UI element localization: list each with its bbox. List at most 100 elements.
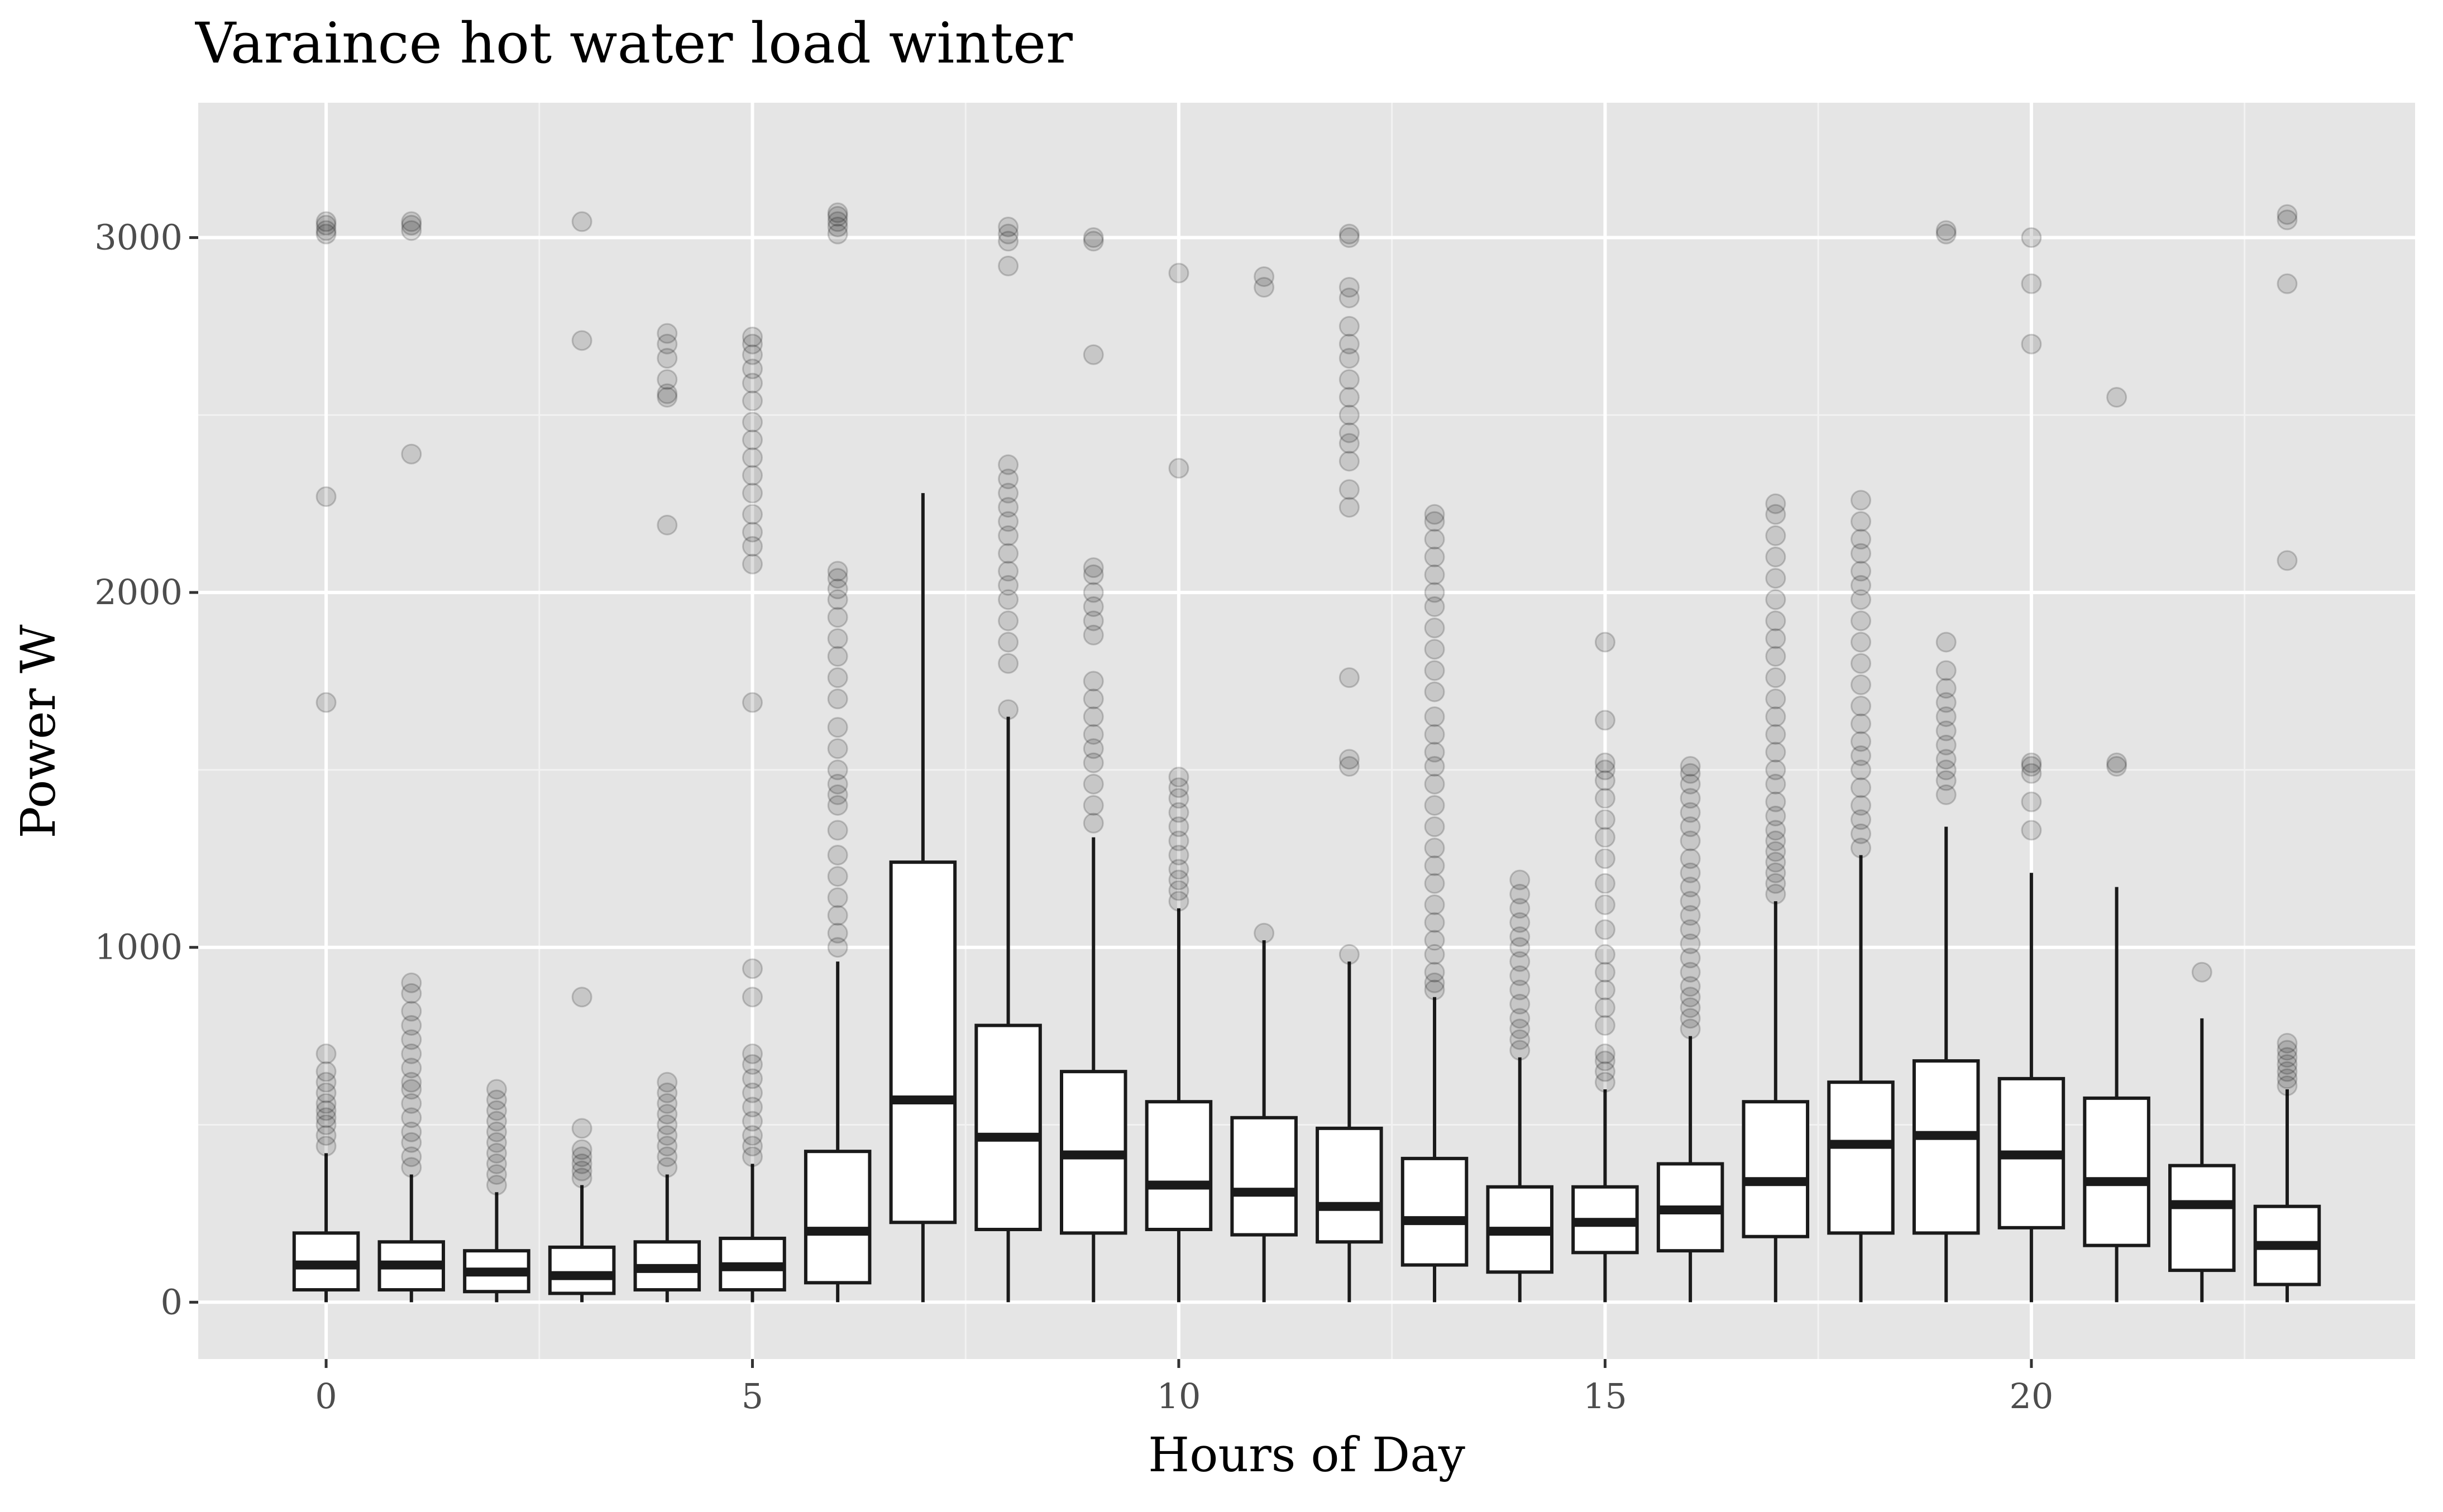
outlier-point — [1083, 671, 1104, 692]
outlier-point — [315, 214, 337, 236]
outlier-point — [827, 795, 848, 816]
outlier-point — [998, 223, 1019, 245]
outlier-point — [1424, 741, 1445, 763]
outlier-point — [742, 553, 763, 575]
outlier-point — [1338, 451, 1360, 472]
outlier-point — [1765, 646, 1786, 667]
outlier-point — [1424, 564, 1445, 585]
outlier-point — [2277, 550, 2298, 571]
outlier-point — [742, 333, 763, 355]
outlier-point — [1424, 639, 1445, 660]
outlier-point — [401, 972, 422, 993]
outlier-point — [1083, 706, 1104, 728]
outlier-point — [1851, 777, 1871, 798]
outlier-point — [1338, 288, 1360, 309]
outlier-point — [1168, 869, 1189, 891]
outlier-point — [2277, 1068, 2298, 1089]
outlier-point — [1765, 667, 1786, 688]
outlier-point — [1168, 802, 1189, 823]
outlier-point — [998, 575, 1019, 596]
outlier-point — [827, 607, 848, 628]
outlier-point — [827, 887, 848, 908]
outlier-point — [1851, 610, 1871, 631]
outlier-point — [657, 514, 678, 535]
outlier-point — [2021, 791, 2042, 812]
outlier-point — [1338, 422, 1360, 443]
outlier-point — [1680, 773, 1701, 795]
outlier-point — [827, 905, 848, 926]
outlier-point — [1594, 809, 1615, 830]
outlier-point — [657, 1157, 678, 1178]
outlier-point — [1594, 752, 1615, 773]
outlier-point — [827, 211, 848, 232]
outlier-point — [1851, 795, 1871, 816]
outlier-point — [1254, 922, 1275, 944]
outlier-point — [1594, 827, 1615, 848]
outlier-point — [1935, 223, 1957, 245]
outlier-point — [1765, 493, 1786, 514]
x-axis-title: Hours of Day — [1148, 1428, 1465, 1483]
outlier-point — [401, 1132, 422, 1153]
outlier-point — [486, 1132, 507, 1153]
outlier-point — [401, 983, 422, 1004]
outlier-point — [1509, 993, 1531, 1015]
outlier-point — [657, 1125, 678, 1146]
outlier-point — [1765, 525, 1786, 546]
outlier-point — [1424, 582, 1445, 603]
outlier-point — [1424, 504, 1445, 525]
outlier-point — [1851, 490, 1871, 511]
outlier-point — [998, 454, 1019, 475]
outlier-point — [827, 866, 848, 887]
outlier-point — [1594, 770, 1615, 791]
outlier-point — [742, 692, 763, 713]
outlier-point — [1338, 756, 1360, 777]
outlier-point — [998, 231, 1019, 252]
outlier-point — [742, 1082, 763, 1103]
outlier-point — [315, 1082, 337, 1103]
outlier-point — [657, 1082, 678, 1103]
outlier-point — [827, 578, 848, 600]
box-iqr — [804, 1150, 872, 1285]
outlier-point — [742, 344, 763, 365]
outlier-point — [657, 1114, 678, 1136]
outlier-point — [742, 372, 763, 394]
outlier-point — [1338, 387, 1360, 408]
outlier-point — [742, 521, 763, 543]
outlier-point — [827, 820, 848, 841]
outlier-point — [742, 504, 763, 525]
outlier-point — [1083, 610, 1104, 631]
outlier-point — [1338, 223, 1360, 245]
outlier-point — [1168, 777, 1189, 798]
outlier-point — [1509, 951, 1531, 972]
outlier-point — [1083, 344, 1104, 365]
outlier-point — [1765, 830, 1786, 851]
outlier-point — [1083, 557, 1104, 578]
outlier-point — [742, 429, 763, 451]
outlier-point — [2277, 1061, 2298, 1082]
outlier-point — [827, 773, 848, 795]
outlier-point — [1765, 706, 1786, 728]
outlier-point — [1851, 543, 1871, 564]
outlier-point — [1765, 773, 1786, 795]
outlier-point — [1680, 862, 1701, 883]
outlier-point — [1424, 724, 1445, 745]
outlier-point — [1935, 678, 1957, 699]
outlier-point — [1168, 830, 1189, 851]
outlier-point — [1594, 848, 1615, 869]
outlier-point — [742, 1068, 763, 1089]
outlier-point — [742, 1125, 763, 1146]
outlier-point — [1680, 756, 1701, 777]
outlier-point — [1680, 763, 1701, 784]
outlier-point — [1935, 720, 1957, 741]
outlier-point — [1509, 912, 1531, 933]
outlier-point — [1424, 972, 1445, 993]
outlier-point — [486, 1142, 507, 1164]
outlier-point — [1680, 848, 1701, 869]
outlier-point — [401, 1093, 422, 1114]
x-tick-label: 20 — [2009, 1376, 2053, 1417]
outlier-point — [1424, 855, 1445, 877]
outlier-point — [742, 1097, 763, 1118]
outlier-point — [1594, 919, 1615, 940]
outlier-point — [571, 1146, 592, 1168]
outlier-point — [401, 1043, 422, 1064]
